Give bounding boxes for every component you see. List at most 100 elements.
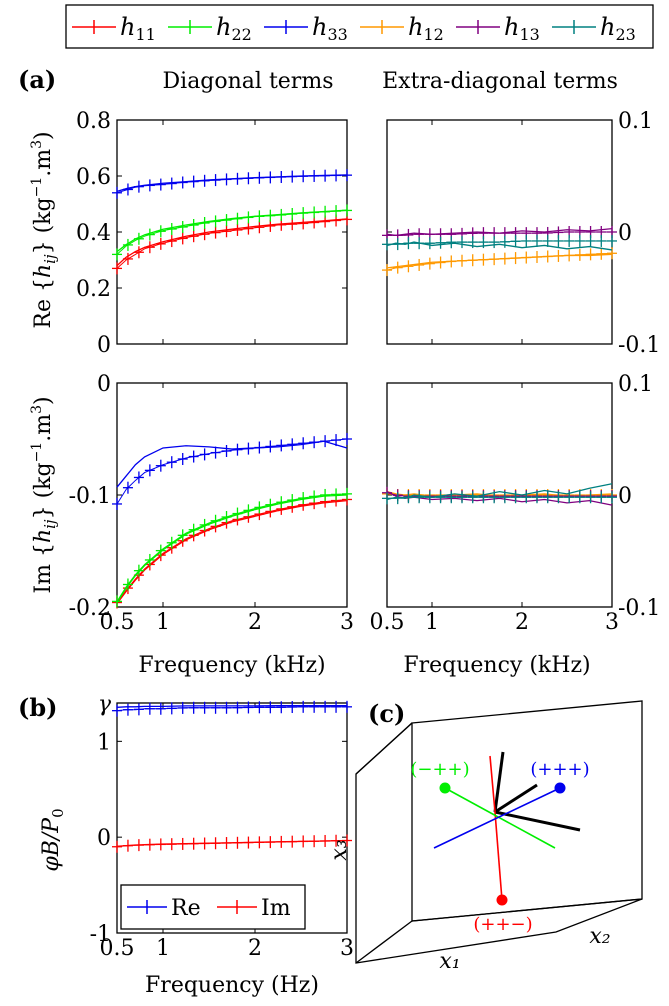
measurement-point [287,218,298,231]
measurement-point [188,450,199,463]
measurement-point [254,171,265,184]
measurement-point [298,217,309,230]
measurement-point [467,491,478,504]
legend-b-entry-Im: Im [217,896,291,921]
measurement-point [144,553,155,566]
measurement-point [446,491,457,504]
y-tick-label: -0.2 [69,596,111,621]
legend-entry-23: h23 [552,13,636,44]
series-h11 [112,213,352,275]
legend-entry-33: h33 [264,13,348,44]
measurement-point [382,238,392,251]
ylabel-b: φB/P0 [39,808,67,871]
x-tick-label: 1 [425,610,439,635]
measurement-point [510,252,521,265]
measurement-point [155,702,166,715]
measurement-point [564,491,575,504]
measurement-point [532,491,542,504]
measurement-point [342,834,352,847]
measurement-point [112,497,122,510]
measurement-point [122,238,133,251]
series-h23 [382,483,617,505]
measurement-point [122,183,133,196]
series-Re [112,700,352,717]
panel-label-b: (b) [18,693,58,722]
measurement-point [166,702,177,715]
measurement-point [342,700,352,713]
y-tick-label: -0.1 [618,333,660,358]
measurement-point [122,839,133,852]
measurement-point [287,835,298,848]
measurement-point [446,236,457,249]
column-heading-extra-diagonal: Extra-diagonal terms [382,69,618,94]
measurement-point [177,453,188,465]
measurement-point [210,701,221,714]
measurement-point [414,491,425,504]
axis-label-x2: x₂ [589,924,610,949]
measurement-point [232,836,243,849]
measurement-point [287,701,298,714]
red-vector-down [494,811,503,901]
xlabel-khz-right: Frequency (kHz) [403,653,590,678]
x-tick-label: 0.5 [100,936,135,961]
measurement-point [112,840,122,853]
measurement-point [499,235,510,248]
measurement-point [155,237,166,250]
legend-label: h22 [216,13,252,44]
measurement-point [210,174,221,187]
measurement-point [298,170,309,183]
y-tick-label: 0 [97,826,111,851]
box-edge-bottom-back [355,920,413,964]
measurement-point [144,464,155,477]
measurement-point [221,837,232,850]
measurement-point [199,174,210,187]
measurement-point [499,491,510,504]
legend-label: h13 [504,13,540,44]
measurement-point [265,498,276,511]
measurement-point [342,169,352,182]
legend-entry-13: h13 [456,13,540,44]
measurement-point [232,172,243,185]
measurement-point [133,564,144,577]
measurement-point [265,836,276,849]
blue-vector [433,787,561,849]
measurement-point [585,234,596,247]
x-tick-label: 0.5 [370,610,405,635]
measurement-point [320,700,331,713]
measurement-point [232,212,243,225]
measurement-point [221,701,232,714]
measurement-point [553,249,564,262]
measurement-line [116,218,348,269]
measurement-point [144,702,155,715]
measurement-point [414,237,425,250]
y-tick-label: 1 [97,730,111,755]
measurement-point [320,435,331,448]
series-h22 [112,204,352,261]
model-line [116,174,348,193]
measurement-point [467,236,478,249]
measurement-point [199,837,210,850]
measurement-point [309,169,320,182]
model-line [386,491,613,506]
measurement-point [392,492,403,505]
measurement-point [177,529,188,542]
measurement-point [232,507,243,520]
measurement-point [287,207,298,220]
diagram-c: (c) (−++) (+++) (++−) x₁ x₂ x₃ [327,699,643,974]
plot-im-diagonal: 0.5 1 2 3 -0.2 -0.1 0 [69,372,354,635]
legend-entry-22: h22 [168,13,252,44]
legend-label: h23 [600,13,636,44]
y-tick-label: 0.4 [76,221,111,246]
point-label-red: (++−) [473,914,532,935]
y-tick-label: -0.1 [69,484,111,509]
green-vector [444,787,556,849]
series-h33 [112,433,352,510]
measurement-point [166,177,177,190]
measurement-line [116,493,348,602]
measurement-point [331,834,342,847]
y-tick-label: 0 [97,333,111,358]
measurement-point [112,248,122,261]
axis-line-1 [493,751,505,813]
measurement-point [188,837,199,850]
legend-label: h12 [408,13,444,44]
